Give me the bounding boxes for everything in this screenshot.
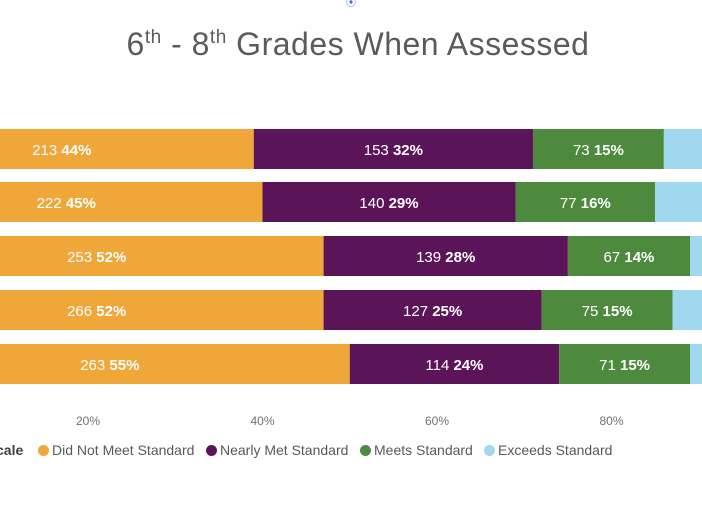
bar-meets-standard-4 <box>541 290 673 330</box>
legend-item-meets: Meets Standard <box>360 442 473 458</box>
bar-nearly-met-standard-4 <box>323 290 542 330</box>
bar-exceeds-standard-2 <box>655 182 702 222</box>
legend-dot-exceeds <box>484 445 495 456</box>
title-part-5: Grades When Assessed <box>226 26 590 62</box>
bar-meets-standard-5 <box>559 344 691 384</box>
bar-exceeds-standard-3 <box>690 236 702 276</box>
x-tick-label-20: 20% <box>76 414 100 428</box>
x-tick-label-80: 80% <box>599 414 623 428</box>
title-part-1: 6 <box>126 26 145 62</box>
bar-nearly-met-standard-3 <box>323 236 568 276</box>
bar-nearly-met-standard-1 <box>253 129 533 169</box>
legend-label-meets: Meets Standard <box>374 442 473 458</box>
legend-label-nearly-met: Nearly Met Standard <box>220 442 349 458</box>
data-label-nearly-met-standard-4: 127 25% <box>403 303 462 320</box>
data-label-meets-standard-1: 73 15% <box>573 142 624 159</box>
data-label-nearly-met-standard-5: 114 24% <box>425 357 483 374</box>
data-label-did-not-meet-standard-3: 253 52% <box>67 249 126 266</box>
bar-nearly-met-standard-5 <box>349 344 560 384</box>
bar-did-not-meet-standard-1 <box>0 129 254 169</box>
legend-item-did-not-meet: Did Not Meet Standard <box>38 442 194 458</box>
data-label-nearly-met-standard-2: 140 29% <box>359 195 418 212</box>
data-label-nearly-met-standard-1: 153 32% <box>364 142 423 159</box>
title-part-3: - 8 <box>161 26 210 62</box>
data-label-did-not-meet-standard-1: 213 44% <box>32 142 91 159</box>
legend-dot-nearly-met <box>206 445 217 456</box>
bar-meets-standard-3 <box>567 236 691 276</box>
legend-item-nearly-met: Nearly Met Standard <box>206 442 348 458</box>
bar-exceeds-standard-4 <box>672 290 702 330</box>
x-tick-label-40: 40% <box>250 414 274 428</box>
legend-label-did-not-meet: Did Not Meet Standard <box>52 442 195 458</box>
stacked-bar-chart: 213 44% 153 32% 73 15% 222 45% 140 29% 77 16%… <box>0 129 702 428</box>
legend-item-exceeds: Exceeds Standard <box>484 442 612 458</box>
bar-exceeds-standard-1 <box>663 129 702 169</box>
title-part-2: th <box>144 27 162 48</box>
bar-nearly-met-standard-2 <box>262 182 516 222</box>
page-title: 6th - 8th Grades When Assessed <box>0 26 702 63</box>
bar-did-not-meet-standard-2 <box>0 182 263 222</box>
data-label-meets-standard-5: 71 15% <box>599 357 650 374</box>
bar-meets-standard-1 <box>532 129 664 169</box>
bar-did-not-meet-standard-3 <box>0 236 324 276</box>
legend-dot-meets <box>360 445 371 456</box>
bar-exceeds-standard-5 <box>690 344 702 384</box>
top-mark-icon: ⦿ <box>346 0 356 9</box>
data-label-meets-standard-2: 77 16% <box>560 195 611 212</box>
bar-meets-standard-2 <box>515 182 656 222</box>
legend-label-exceeds: Exceeds Standard <box>498 442 613 458</box>
data-label-did-not-meet-standard-5: 263 55% <box>80 357 139 374</box>
legend-dot-did-not-meet <box>38 445 49 456</box>
data-label-did-not-meet-standard-4: 266 52% <box>67 303 126 320</box>
bar-did-not-meet-standard-5 <box>0 344 350 384</box>
legend-title-fragment: cale <box>0 442 24 458</box>
data-label-did-not-meet-standard-2: 222 45% <box>37 195 96 212</box>
bar-did-not-meet-standard-4 <box>0 290 324 330</box>
x-tick-label-60: 60% <box>425 414 449 428</box>
data-label-nearly-met-standard-3: 139 28% <box>416 249 475 266</box>
data-label-meets-standard-4: 75 15% <box>582 303 633 320</box>
data-label-meets-standard-3: 67 14% <box>604 249 655 266</box>
title-part-4: th <box>209 27 227 48</box>
